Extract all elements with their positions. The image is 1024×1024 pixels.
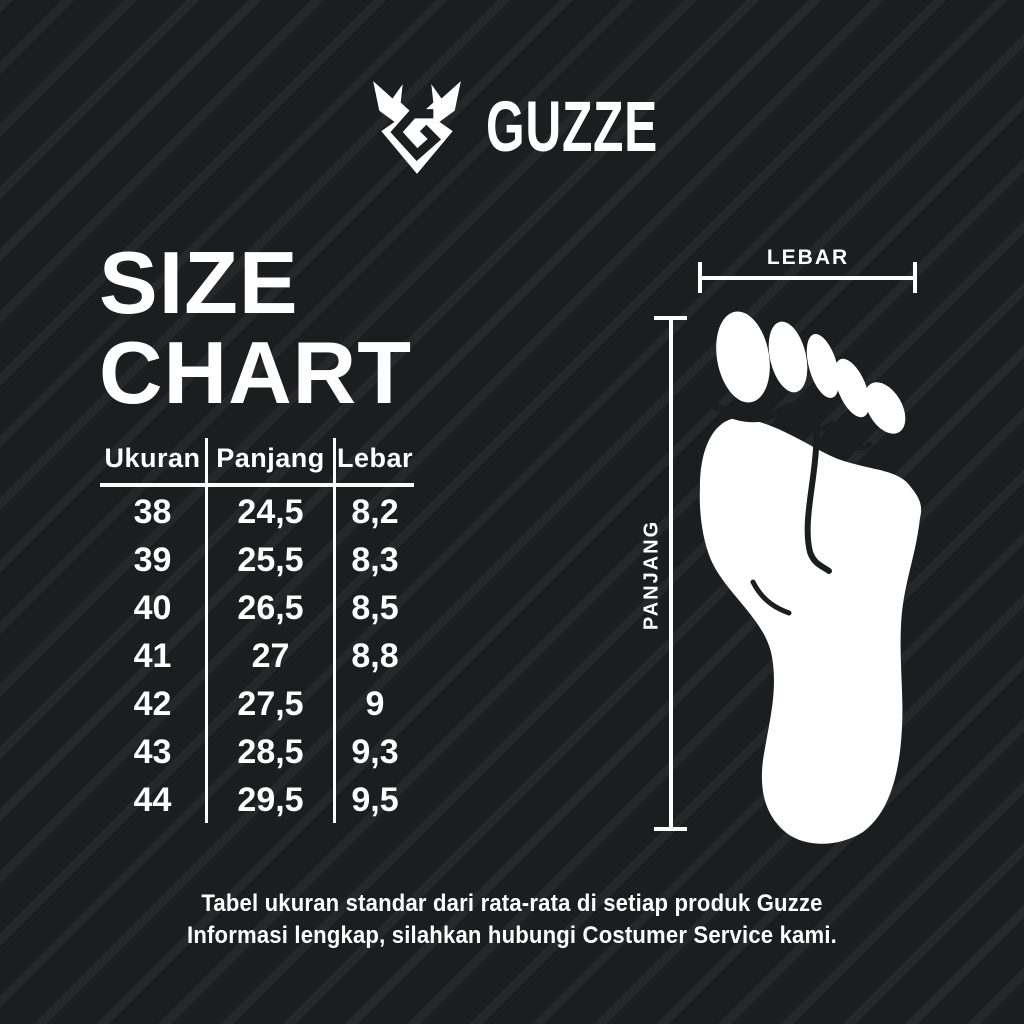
table-cell: 8,3 <box>351 541 399 579</box>
table-cell: 27,5 <box>208 679 336 727</box>
table-cell: 8,8 <box>351 637 399 675</box>
table-cell: 38 <box>100 487 208 535</box>
table-cell: 43 <box>100 727 208 775</box>
table-cell: 29,5 <box>208 775 336 823</box>
table-cell: 8,5 <box>351 589 399 627</box>
table-cell: 8,2 <box>351 493 399 531</box>
length-measure-cap-bottom <box>654 827 687 831</box>
width-measure-label: LEBAR <box>766 246 850 269</box>
table-cell: 40 <box>100 583 208 631</box>
table-cell: 42 <box>100 679 208 727</box>
table-cell: 26,5 <box>208 583 336 631</box>
table-header-cell: Lebar <box>336 438 414 487</box>
brand-wordmark: GUZZE <box>486 88 658 167</box>
table-cell: 44 <box>100 775 208 823</box>
title-line-2: CHART <box>99 323 412 422</box>
table-cell: 24,5 <box>208 487 336 535</box>
footer-line-1: Tabel ukuran standar dari rata-rata di s… <box>201 890 823 917</box>
table-cell: 9 <box>365 685 385 723</box>
table-cell: 9,5 <box>351 781 399 819</box>
width-measure-line <box>700 276 915 280</box>
table-header-cell: Panjang <box>208 438 336 487</box>
width-measure-cap-left <box>698 262 702 293</box>
table-cell: 9,3 <box>351 733 399 771</box>
table-header-cell: Ukuran <box>100 438 208 487</box>
size-table: Ukuran Panjang Lebar 38 24,5 8,2 39 25,5… <box>100 438 414 823</box>
table-cell: 25,5 <box>208 535 336 583</box>
length-measure-cap-top <box>654 316 687 320</box>
length-measure-label: PANJANG <box>640 519 663 631</box>
footer-note: Tabel ukuran standar dari rata-rata di s… <box>41 888 983 952</box>
table-cell: 39 <box>100 535 208 583</box>
table-cell: 41 <box>100 631 208 679</box>
length-measure-line <box>669 318 673 829</box>
width-measure-cap-right <box>913 262 917 293</box>
guzze-logo-icon <box>373 81 461 174</box>
table-cell: 27 <box>208 631 336 679</box>
table-cell: 28,5 <box>208 727 336 775</box>
page-title: SIZE CHART <box>99 238 412 418</box>
footer-line-2: Informasi lengkap, silahkan hubungi Cost… <box>187 922 837 949</box>
title-line-1: SIZE <box>99 233 299 332</box>
foot-sole-icon <box>699 311 922 844</box>
